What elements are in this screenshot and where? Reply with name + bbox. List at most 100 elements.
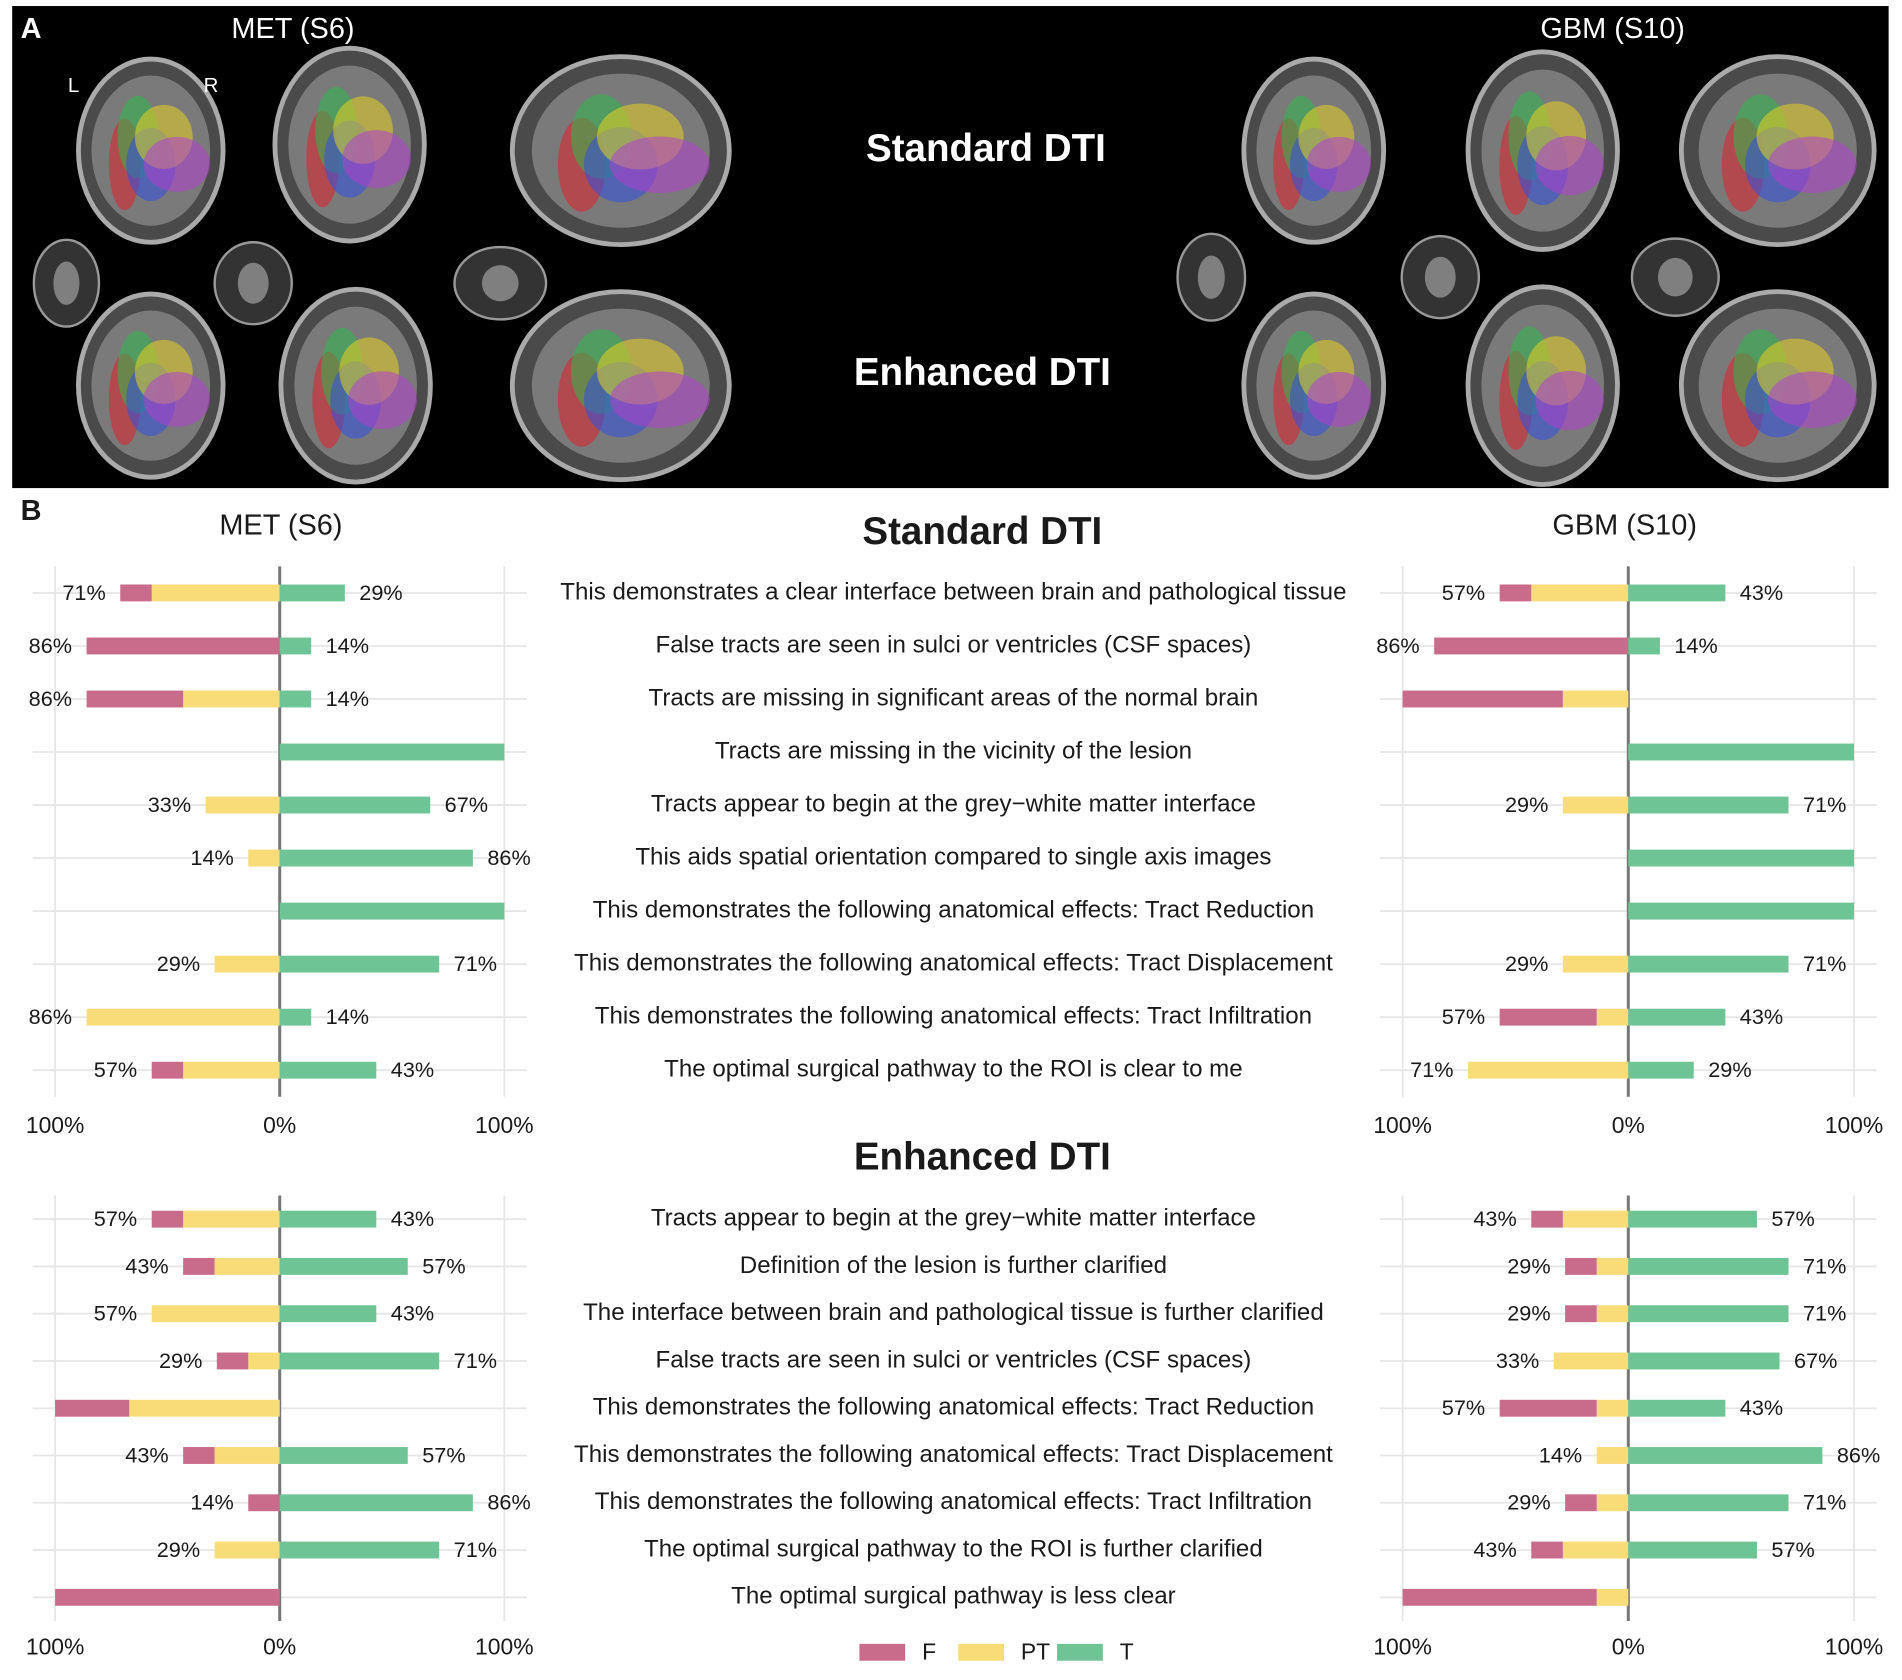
bar-segment xyxy=(1562,690,1629,708)
bar-segment xyxy=(1562,955,1629,973)
bar-segment xyxy=(1596,1588,1629,1606)
x-tick-label: 100% xyxy=(1825,1634,1884,1660)
bar-segment xyxy=(279,955,440,973)
value-label: 71% xyxy=(62,580,105,605)
question-label: This demonstrates the following anatomic… xyxy=(574,1441,1333,1468)
value-label: 14% xyxy=(190,845,233,870)
value-label: 71% xyxy=(454,1348,497,1373)
fiber-tract xyxy=(1768,371,1857,428)
bar-segment xyxy=(1628,1008,1726,1026)
section-title: Standard DTI xyxy=(862,510,1102,553)
bar-segment xyxy=(1468,1061,1629,1079)
question-label: Tracts are missing in significant areas … xyxy=(649,684,1259,711)
value-label: 57% xyxy=(1771,1537,1814,1562)
bar-segment xyxy=(86,690,184,708)
bar-segment xyxy=(86,637,280,655)
row-title: Standard DTI xyxy=(866,127,1106,170)
bar-segment xyxy=(248,1494,280,1512)
value-label: 67% xyxy=(1794,1348,1837,1373)
x-tick-label: 100% xyxy=(26,1634,85,1660)
bar-segment xyxy=(279,1061,377,1079)
bar-segment xyxy=(1565,1257,1597,1275)
value-label: 43% xyxy=(1740,580,1783,605)
bar-segment xyxy=(1628,1061,1694,1079)
value-label: 29% xyxy=(359,580,402,605)
bar-segment xyxy=(1628,1447,1823,1464)
value-label: 57% xyxy=(1442,580,1485,605)
question-label: This demonstrates the following anatomic… xyxy=(595,1003,1312,1030)
value-label: 29% xyxy=(1505,951,1548,976)
bar-segment xyxy=(1531,584,1629,602)
case-title: MET (S6) xyxy=(231,13,354,45)
x-tick-label: 100% xyxy=(475,1634,534,1660)
brain-images xyxy=(32,45,1877,487)
bar-segment xyxy=(183,690,280,708)
section-title: Enhanced DTI xyxy=(854,1136,1111,1179)
chart: 100% 0% 100% 57% 43% 43% 57% 57% 43% 29% 71% 43% 57%… xyxy=(26,1195,534,1660)
bar-segment xyxy=(1596,1447,1629,1464)
question-label: Tracts are missing in the vicinity of th… xyxy=(715,737,1192,764)
bar-segment xyxy=(248,1352,280,1370)
chart: 100% 0% 100% 71% 29% 86% 14% 86% 14% 33% 67% 14% 86%… xyxy=(26,566,534,1138)
value-label: 29% xyxy=(1507,1253,1550,1278)
row-title: Enhanced DTI xyxy=(854,351,1111,394)
bar-segment xyxy=(216,1352,249,1370)
bar-segment xyxy=(279,849,473,867)
x-tick-label: 0% xyxy=(263,1634,296,1660)
bar-segment xyxy=(1628,902,1854,920)
bar-segment xyxy=(1628,637,1660,655)
value-label: 14% xyxy=(326,633,369,658)
bar-segment xyxy=(279,690,312,708)
bar-segment xyxy=(129,1399,280,1417)
value-label: 57% xyxy=(1771,1206,1814,1231)
bar-segment xyxy=(1628,955,1789,973)
value-label: 67% xyxy=(445,792,488,817)
value-label: 29% xyxy=(159,1348,202,1373)
bar-segment xyxy=(279,1352,440,1370)
bar-segment xyxy=(1499,1399,1597,1417)
bar-segment xyxy=(214,955,280,973)
question-label: This aids spatial orientation compared t… xyxy=(635,843,1271,870)
value-label: 86% xyxy=(1376,633,1419,658)
value-label: 43% xyxy=(1740,1004,1783,1029)
question-label: This demonstrates the following anatomic… xyxy=(595,1488,1312,1515)
inset-detail xyxy=(53,261,80,305)
bar-segment xyxy=(279,796,431,814)
bar-segment xyxy=(1628,1210,1757,1228)
inset-detail xyxy=(1657,257,1693,297)
bar-segment xyxy=(1596,1494,1629,1512)
bar-segment xyxy=(279,1447,408,1464)
bar-segment xyxy=(1596,1305,1629,1323)
question-label: Tracts appear to begin at the grey−white… xyxy=(651,790,1256,817)
question-label: This demonstrates the following anatomic… xyxy=(593,1394,1314,1421)
value-label: 43% xyxy=(391,1057,434,1082)
bar-segment xyxy=(1628,1494,1789,1512)
bar-segment xyxy=(151,1210,184,1228)
bar-segment xyxy=(1553,1352,1629,1370)
x-tick-label: 0% xyxy=(263,1112,296,1138)
value-label: 86% xyxy=(487,1490,530,1515)
value-label: 14% xyxy=(190,1490,233,1515)
bar-segment xyxy=(248,849,280,867)
chart-title: MET (S6) xyxy=(219,509,342,541)
bar-segment xyxy=(183,1257,215,1275)
orientation-label: R xyxy=(204,74,219,97)
bar-segment xyxy=(279,1494,473,1512)
question-label: The optimal surgical pathway to the ROI … xyxy=(664,1056,1243,1083)
bar-segment xyxy=(1562,1541,1629,1559)
value-label: 29% xyxy=(1507,1490,1550,1515)
fiber-tract xyxy=(348,371,417,430)
bar-segment xyxy=(279,743,505,761)
legend-swatch xyxy=(958,1643,1005,1661)
value-label: 57% xyxy=(94,1301,137,1326)
bar-segment xyxy=(279,1210,377,1228)
value-label: 43% xyxy=(125,1442,168,1467)
x-tick-label: 100% xyxy=(26,1112,85,1138)
bar-segment xyxy=(151,584,280,602)
bar-segment xyxy=(86,1008,280,1026)
x-tick-label: 0% xyxy=(1612,1634,1645,1660)
legend-swatch xyxy=(859,1643,906,1661)
bar-segment xyxy=(1434,637,1629,655)
